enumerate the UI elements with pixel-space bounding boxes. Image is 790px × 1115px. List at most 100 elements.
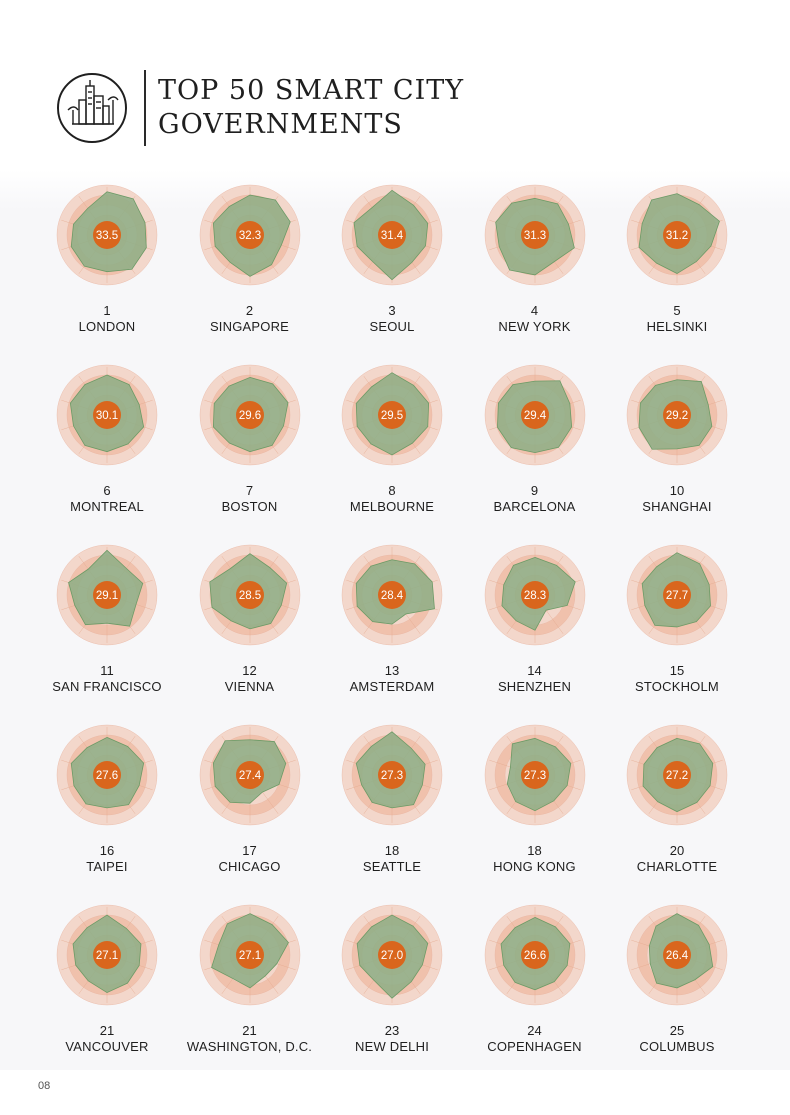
city-rank: 1 [103,303,111,318]
city-name: HONG KONG [493,859,576,874]
city-radar-item: 27.3 18 SEATTLE [321,710,463,890]
score-badge [520,941,549,969]
city-rank: 8 [388,483,396,498]
score-label: 27.1 [96,950,118,962]
score-label: 27.7 [666,590,688,602]
city-radar-item: 26.4 25 COLUMBUS [606,890,748,1070]
city-rank: 9 [530,483,539,498]
radar-chart: 27.6 [56,724,158,826]
score-badge [93,941,121,969]
score-label: 32.3 [238,230,260,242]
city-radar-item: 27.6 16 TAIPEI [36,710,178,890]
radar-chart: 27.2 [626,724,728,826]
score-label: 31.4 [381,230,404,242]
score-badge [378,581,406,609]
radar-chart: 29.2 [626,364,728,466]
city-rank: 24 [527,1023,542,1038]
city-name: SEOUL [369,319,415,334]
city-rank: 6 [103,483,111,498]
score-badge [663,401,691,429]
radar-chart: 27.7 [626,544,728,646]
score-label: 31.3 [523,230,545,242]
city-name: NEW YORK [498,319,571,334]
score-badge [93,761,121,789]
city-name: LONDON [78,319,136,334]
score-badge [235,401,264,429]
city-rank: 12 [242,663,257,678]
city-name: CHICAGO [218,859,281,874]
score-label: 31.2 [666,230,688,242]
score-label: 33.5 [96,230,118,242]
chart-area: 33.5 1 LONDON 32.3 2 SINGAPORE 31.4 3 SEOUL 31.3 4… [0,170,790,1070]
score-badge [378,221,406,249]
city-radar-item: 31.2 5 HELSINKI [606,170,748,350]
city-rank: 7 [245,483,254,498]
score-label: 28.5 [238,590,260,602]
city-rank: 11 [100,663,114,678]
city-radar-item: 27.4 17 CHICAGO [179,710,321,890]
city-name: WASHINGTON, D.C. [186,1039,313,1054]
score-badge [663,761,691,789]
score-label: 29.2 [666,410,688,422]
city-radar-item: 31.3 4 NEW YORK [464,170,606,350]
city-name: BARCELONA [493,499,576,514]
radar-chart: 30.1 [56,364,158,466]
city-rank: 4 [530,303,539,318]
score-badge [235,221,264,249]
radar-chart: 28.3 [484,544,585,646]
score-badge [93,401,121,429]
score-badge [663,221,691,249]
city-name: NEW DELHI [354,1039,430,1054]
city-name: STOCKHOLM [635,679,719,694]
score-badge [378,941,406,969]
city-radar-item: 29.4 9 BARCELONA [464,350,606,530]
city-rank: 18 [527,843,542,858]
city-radar-item: 28.4 13 AMSTERDAM [321,530,463,710]
city-rank: 10 [669,483,685,498]
city-rank: 20 [669,843,685,858]
radar-chart: 29.4 [484,364,585,466]
page-title: TOP 50 SMART CITY GOVERNMENTS [158,75,465,140]
score-badge [378,761,406,789]
city-radar-item: 32.3 2 SINGAPORE [179,170,321,350]
city-radar-item: 28.5 12 VIENNA [179,530,321,710]
score-badge [235,761,264,789]
city-radar-item: 26.6 24 COPENHAGEN [464,890,606,1070]
city-name: COPENHAGEN [487,1039,582,1054]
score-label: 27.1 [238,950,260,962]
radar-chart: 33.5 [56,184,158,286]
city-name: AMSTERDAM [349,679,435,694]
score-badge [93,581,121,609]
city-rank: 2 [245,303,254,318]
city-radar-item: 27.2 20 CHARLOTTE [606,710,748,890]
city-radar-item: 29.5 8 MELBOURNE [321,350,463,530]
city-radar-item: 27.3 18 HONG KONG [464,710,606,890]
score-badge [520,581,549,609]
score-label: 27.0 [381,950,403,962]
score-badge [520,401,549,429]
score-label: 30.1 [96,410,118,422]
score-label: 28.4 [381,590,404,602]
score-label: 26.4 [666,950,689,962]
score-badge [378,401,406,429]
score-label: 27.6 [96,770,118,782]
score-badge [235,941,264,969]
city-radar-item: 33.5 1 LONDON [36,170,178,350]
score-label: 29.4 [523,410,546,422]
score-label: 29.5 [381,410,403,422]
city-name: VIENNA [224,679,275,694]
city-name: HELSINKI [646,319,708,334]
radar-chart: 32.3 [199,184,300,286]
city-name: MONTREAL [70,499,144,514]
city-rank: 21 [99,1023,115,1038]
radar-chart: 27.1 [199,904,300,1006]
city-rank: 16 [99,843,115,858]
radar-chart: 27.1 [56,904,158,1006]
city-name: SHENZHEN [497,679,572,694]
score-label: 27.4 [238,770,261,782]
radar-chart: 31.2 [626,184,728,286]
city-name: VANCOUVER [65,1039,149,1054]
city-rank: 21 [242,1023,257,1038]
radar-chart: 27.3 [341,724,443,826]
radar-chart: 31.3 [484,184,585,286]
